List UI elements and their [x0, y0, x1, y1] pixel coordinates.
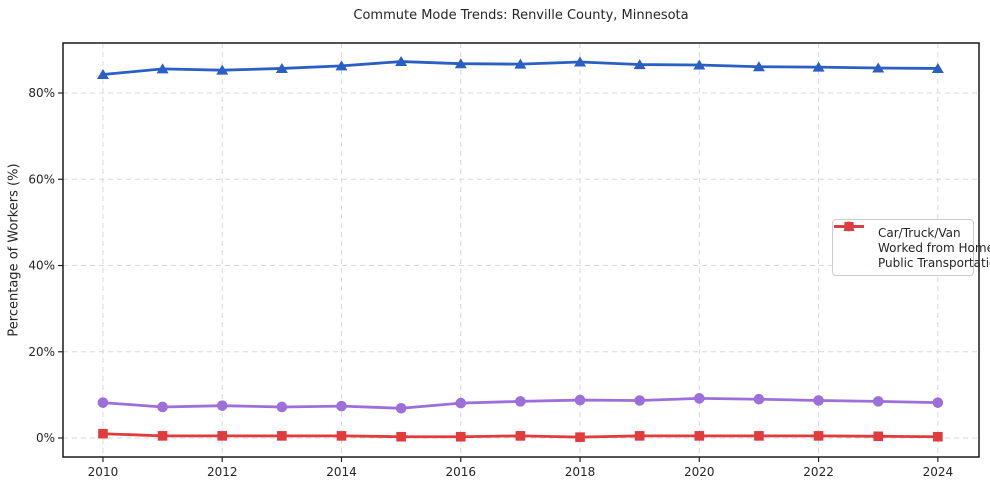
x-tick-label: 2016 — [445, 465, 476, 479]
series-marker — [754, 431, 764, 441]
legend-item-worked-from-home: Worked from Home — [834, 221, 990, 255]
series-marker — [872, 62, 885, 73]
series-marker — [872, 396, 884, 407]
series-marker — [157, 401, 168, 413]
series-marker — [336, 400, 347, 412]
y-tick-label: 40% — [28, 259, 55, 273]
y-tick-label: 80% — [28, 86, 55, 100]
series-marker — [395, 56, 408, 67]
series-marker — [812, 61, 825, 72]
series-marker — [277, 431, 287, 441]
series-marker — [216, 400, 228, 411]
series-marker — [813, 395, 824, 406]
x-tick-label: 2010 — [88, 465, 119, 479]
series-marker — [844, 221, 854, 232]
series-marker — [515, 396, 526, 407]
worked-from-home-line-icon — [834, 221, 872, 254]
series-marker — [634, 395, 645, 406]
public-transportation-line-icon — [834, 221, 872, 269]
series-marker — [933, 431, 943, 442]
y-tick-label: 0% — [36, 431, 55, 445]
x-tick-label: 2018 — [565, 465, 596, 479]
series-marker — [96, 68, 109, 79]
series-marker — [574, 56, 587, 67]
series-marker — [336, 431, 347, 441]
series-marker — [694, 393, 705, 404]
series-marker — [693, 59, 706, 70]
series-marker — [633, 59, 646, 70]
series-marker — [813, 431, 824, 441]
legend-label: Car/Truck/Van — [878, 225, 961, 240]
plot-border — [62, 42, 980, 458]
series-marker — [395, 402, 407, 414]
series-marker — [157, 431, 168, 441]
series-marker — [216, 64, 229, 75]
series-marker — [454, 58, 467, 69]
series-marker — [217, 431, 228, 441]
series-marker — [335, 60, 348, 71]
series-marker — [932, 397, 944, 408]
series-marker — [97, 397, 109, 408]
series-marker — [514, 58, 527, 69]
series-marker — [575, 432, 585, 442]
legend-label: Public Transportation — [878, 255, 990, 270]
legend-label: Worked from Home — [878, 240, 990, 255]
x-tick-label: 2014 — [326, 465, 357, 479]
x-tick-label: 2012 — [207, 465, 238, 479]
series-marker — [515, 431, 526, 441]
series-marker — [396, 431, 406, 442]
series-marker — [873, 431, 884, 442]
series-marker — [98, 428, 108, 439]
series-marker — [276, 401, 288, 413]
series-marker — [455, 431, 466, 442]
series-marker — [275, 62, 288, 73]
series-marker — [753, 393, 765, 405]
series-marker — [931, 62, 944, 73]
series-marker — [752, 61, 765, 72]
series-marker — [455, 397, 467, 409]
chart-title: Commute Mode Trends: Renville County, Mi… — [353, 8, 689, 23]
legend-swatch-svg — [834, 221, 864, 232]
series-marker — [574, 394, 586, 406]
legend: Car/Truck/Van Worked from Home Public Tr… — [832, 219, 990, 276]
series-marker — [634, 431, 645, 441]
x-tick-label: 2024 — [923, 465, 954, 479]
y-tick-label: 20% — [28, 345, 55, 359]
series-marker — [156, 63, 169, 74]
legend-item-public-transportation: Public Transportation — [834, 221, 990, 270]
x-tick-label: 2020 — [684, 465, 715, 479]
y-tick-label: 60% — [28, 172, 55, 186]
x-tick-label: 2022 — [803, 465, 834, 479]
series-marker — [694, 431, 705, 441]
